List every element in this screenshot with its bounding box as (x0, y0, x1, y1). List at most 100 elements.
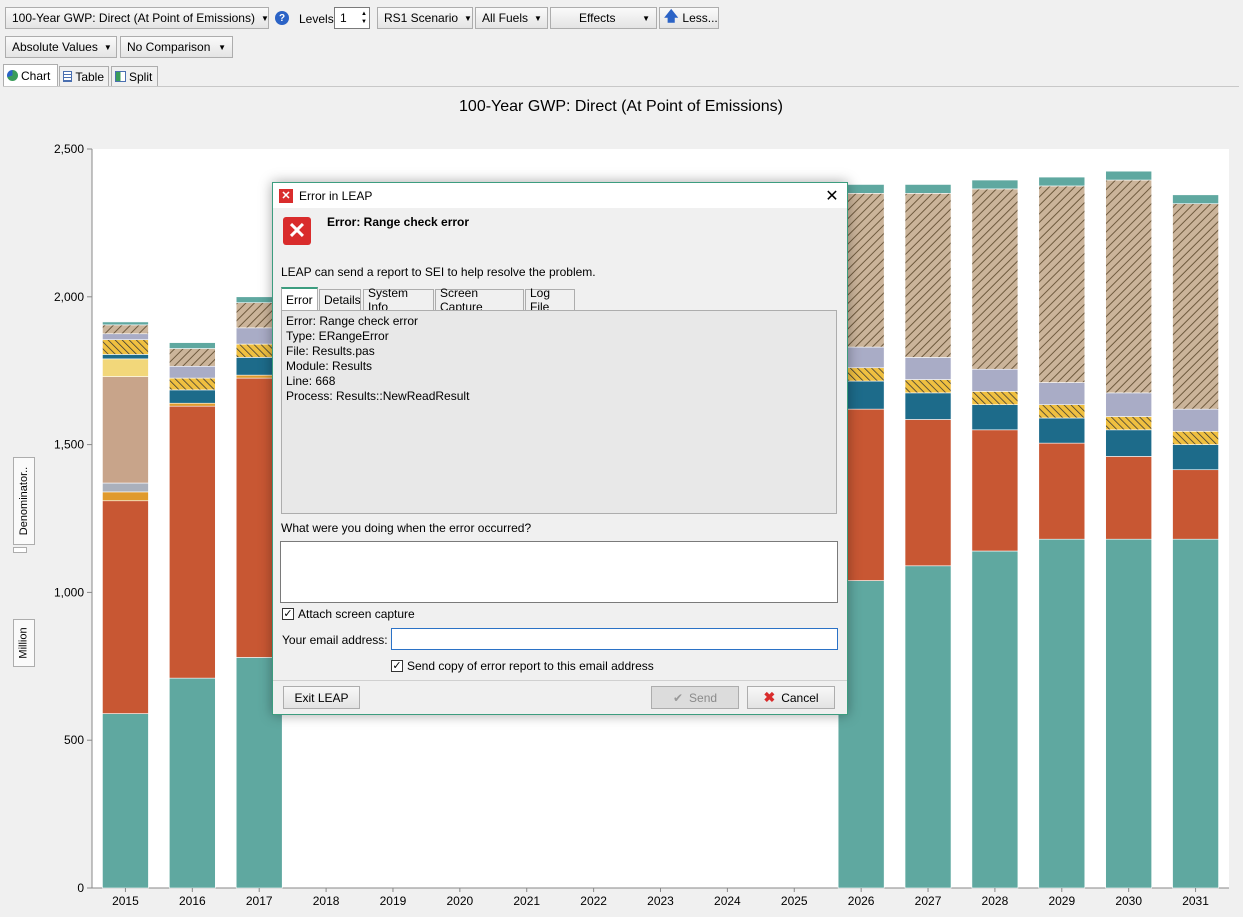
close-icon[interactable]: ✕ (825, 187, 839, 205)
y-tick-label: 2,000 (54, 290, 84, 304)
x-tick-label: 2028 (982, 894, 1009, 908)
unit-button[interactable]: Million (13, 619, 35, 667)
bar-segment (971, 550, 1019, 889)
variable-dropdown[interactable]: 100-Year GWP: Direct (At Point of Emissi… (5, 7, 269, 29)
doing-label: What were you doing when the error occur… (281, 521, 532, 535)
tab-split[interactable]: Split (111, 66, 158, 86)
less-button[interactable]: 🡅 Less... (659, 7, 719, 29)
send-copy-checkbox[interactable]: ✓ (391, 660, 403, 672)
bar-segment (904, 193, 952, 358)
error-line: Line: 668 (286, 374, 336, 388)
dialog-tab-screen-capture[interactable]: Screen Capture (435, 286, 524, 314)
split-view-icon (115, 71, 126, 82)
bar-segment (971, 188, 1019, 370)
cancel-button[interactable]: ✖ Cancel (747, 686, 835, 709)
bar-segment (102, 339, 149, 355)
effects-dropdown[interactable]: Effects ▼ (550, 7, 657, 29)
chart-title: 100-Year GWP: Direct (At Point of Emissi… (459, 98, 783, 115)
dialog-tab-error[interactable]: Error (281, 287, 318, 310)
bar-segment (971, 404, 1019, 431)
x-tick-label: 2022 (580, 894, 607, 908)
y-tick-label: 0 (77, 881, 84, 895)
error-small-icon: ✕ (279, 188, 293, 203)
email-label: Your email address: (282, 633, 388, 647)
comparison-dropdown[interactable]: No Comparison ▼ (120, 36, 233, 58)
attach-capture-row[interactable]: ✓ Attach screen capture (282, 607, 415, 621)
x-tick-label: 2029 (1048, 894, 1075, 908)
error-line: File: Results.pas (286, 344, 375, 358)
x-tick-label: 2017 (246, 894, 273, 908)
spinner-arrows-icon[interactable]: ▲ ▼ (361, 11, 367, 25)
error-line: Process: Results::NewReadResult (286, 389, 470, 403)
bar-segment (1105, 429, 1152, 457)
chevron-down-icon: ▼ (260, 13, 269, 23)
bar-segment (102, 482, 149, 493)
scenario-dropdown[interactable]: RS1 Scenario ▼ (377, 7, 473, 29)
dialog-tab-label: Error (286, 292, 313, 307)
y-tick-label: 2,500 (54, 142, 84, 156)
bar-segment (904, 357, 952, 380)
bar-segment (169, 342, 216, 349)
bar-segment (102, 713, 149, 889)
error-details-box: Error: Range check error Type: ERangeErr… (281, 310, 837, 514)
bar-segment (1105, 179, 1152, 394)
x-tick-label: 2026 (848, 894, 875, 908)
doing-textarea[interactable] (280, 541, 838, 603)
levels-spinner[interactable]: 1 ▲ ▼ (334, 7, 370, 29)
bar-segment (1172, 538, 1219, 889)
error-line: Type: ERangeError (286, 329, 389, 343)
bar-segment (1105, 456, 1152, 540)
dialog-title: Error in LEAP (299, 188, 373, 203)
chevron-down-icon: ▼ (218, 42, 226, 52)
splitter-handle[interactable] (13, 547, 27, 553)
dialog-tab-label: Details (324, 293, 361, 307)
tab-chart[interactable]: Chart (3, 64, 58, 86)
dialog-tab-details[interactable]: Details (319, 289, 361, 310)
variable-dropdown-label: 100-Year GWP: Direct (At Point of Emissi… (12, 11, 255, 25)
chevron-down-icon: ▼ (534, 13, 542, 23)
bar-segment (1105, 416, 1152, 431)
attach-capture-label: Attach screen capture (298, 607, 415, 621)
cancel-x-icon: ✖ (763, 689, 776, 705)
denominator-button[interactable]: Denominator.. (13, 457, 35, 545)
error-large-icon: ✕ (283, 217, 311, 245)
tab-table-label: Table (75, 69, 104, 84)
bar-segment (102, 354, 149, 360)
fuels-dropdown[interactable]: All Fuels ▼ (475, 7, 548, 29)
attach-capture-checkbox[interactable]: ✓ (282, 608, 294, 620)
x-tick-label: 2016 (179, 894, 206, 908)
tab-chart-label: Chart (21, 68, 51, 83)
bar-segment (1038, 176, 1086, 187)
less-label: Less... (682, 11, 718, 25)
dialog-tab-system-info[interactable]: System Info (363, 286, 434, 314)
values-mode-dropdown[interactable]: Absolute Values ▼ (5, 36, 117, 58)
dialog-tab-log-file[interactable]: Log File (525, 286, 575, 314)
bar-segment (904, 184, 952, 194)
bar-segment (1172, 469, 1219, 540)
send-button[interactable]: ✔ Send (651, 686, 739, 709)
email-input[interactable] (391, 628, 838, 650)
tab-table[interactable]: Table (59, 66, 109, 86)
effects-label: Effects (579, 11, 616, 25)
x-tick-label: 2030 (1115, 894, 1142, 908)
bar-segment (1038, 442, 1086, 540)
chevron-down-icon: ▼ (642, 13, 650, 23)
pie-chart-icon (7, 70, 18, 81)
exit-leap-button[interactable]: Exit LEAP (283, 686, 360, 709)
x-tick-label: 2015 (112, 894, 139, 908)
fuels-label: All Fuels (482, 11, 529, 25)
error-heading: Error: Range check error (327, 215, 470, 229)
x-tick-label: 2020 (447, 894, 474, 908)
bar-segment (102, 376, 149, 484)
bar-segment (1038, 417, 1086, 444)
error-message: LEAP can send a report to SEI to help re… (281, 265, 596, 279)
y-tick-label: 1,000 (54, 585, 84, 599)
up-arrow-icon: 🡅 (664, 8, 679, 24)
bar-segment (1172, 444, 1219, 471)
send-copy-row[interactable]: ✓ Send copy of error report to this emai… (391, 659, 654, 673)
dialog-titlebar: ✕ Error in LEAP ✕ (273, 183, 847, 208)
table-grid-icon (63, 71, 73, 82)
x-tick-label: 2024 (714, 894, 741, 908)
help-icon[interactable]: ? (275, 11, 289, 25)
bar-segment (1038, 382, 1086, 405)
